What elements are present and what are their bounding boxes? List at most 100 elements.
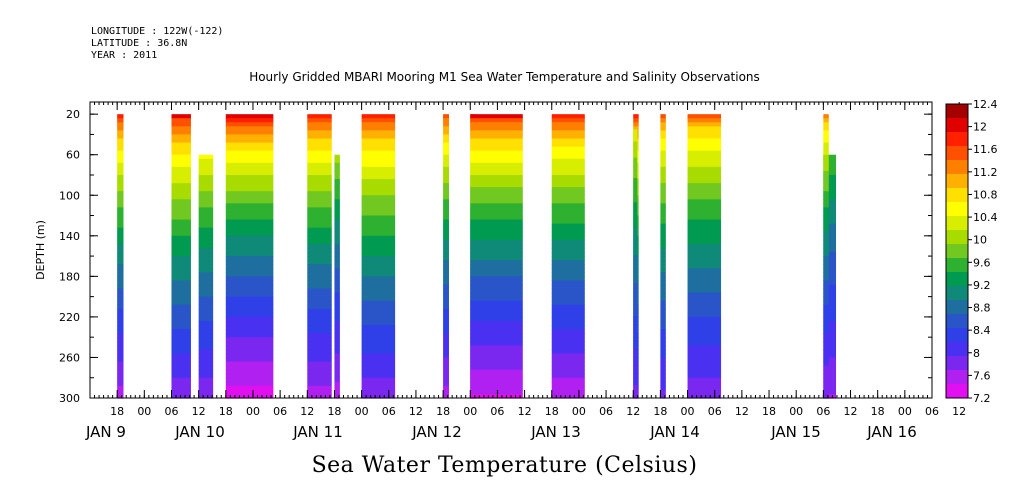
temperature-cell	[470, 252, 523, 257]
temperature-cell	[307, 162, 332, 168]
temperature-cell	[470, 280, 523, 286]
temperature-cell	[225, 284, 274, 290]
temperature-cell	[361, 264, 396, 269]
temperature-cell	[361, 288, 396, 294]
temperature-cell	[633, 263, 638, 268]
temperature-cell	[198, 377, 214, 383]
temperature-cell	[171, 337, 191, 342]
x-hour-label: 18	[110, 405, 124, 418]
temperature-cell	[470, 304, 523, 310]
temperature-cell	[443, 146, 449, 152]
temperature-cell	[823, 325, 829, 330]
temperature-cell	[633, 324, 638, 329]
temperature-cell	[633, 267, 638, 272]
temperature-cell	[660, 385, 666, 391]
temperature-cell	[823, 349, 837, 354]
temperature-cell	[470, 361, 523, 367]
temperature-cell	[823, 199, 829, 204]
data-segment	[823, 114, 829, 399]
temperature-cell	[470, 365, 523, 371]
temperature-cell	[470, 227, 523, 233]
data-segment	[443, 114, 449, 399]
temperature-cell	[198, 219, 214, 225]
temperature-cell	[470, 187, 523, 192]
temperature-cell	[687, 284, 722, 290]
temperature-cell	[823, 312, 837, 318]
temperature-cell	[198, 393, 214, 399]
temperature-cell	[551, 353, 585, 359]
temperature-cell	[117, 158, 124, 164]
temperature-cell	[443, 312, 449, 318]
temperature-cell	[307, 170, 332, 176]
temperature-cell	[660, 195, 666, 200]
temperature-cell	[225, 369, 274, 375]
temperature-cell	[823, 341, 837, 346]
temperature-cell	[117, 252, 124, 257]
temperature-cell	[443, 280, 449, 286]
temperature-cell	[551, 280, 585, 286]
temperature-cell	[361, 174, 396, 180]
y-tick-label: 180	[59, 270, 80, 283]
temperature-cell	[361, 142, 396, 148]
temperature-cell	[443, 320, 449, 326]
temperature-cell	[660, 300, 666, 306]
temperature-cell	[633, 275, 638, 280]
temperature-cell	[633, 194, 638, 199]
temperature-cell	[823, 316, 837, 322]
temperature-cell	[660, 138, 666, 144]
temperature-cell	[171, 308, 191, 314]
temperature-cell	[225, 223, 274, 229]
temperature-cell	[307, 239, 332, 245]
temperature-cell	[361, 130, 396, 136]
x-hour-label: 00	[572, 405, 586, 418]
temperature-cell	[117, 219, 124, 225]
temperature-cell	[334, 199, 340, 204]
temperature-cell	[171, 256, 191, 261]
y-tick-label: 100	[59, 189, 80, 202]
temperature-cell	[823, 280, 829, 286]
temperature-cell	[823, 357, 837, 363]
temperature-cell	[823, 223, 837, 229]
x-hour-label: 06	[816, 405, 830, 418]
temperature-cell	[660, 276, 666, 282]
temperature-cell	[307, 377, 332, 383]
temperature-cell	[117, 304, 124, 310]
temperature-cell	[334, 393, 340, 399]
temperature-cell	[198, 329, 214, 334]
temperature-cell	[334, 272, 340, 277]
temperature-cell	[171, 260, 191, 265]
temperature-cell	[117, 231, 124, 237]
temperature-cell	[307, 142, 332, 148]
colorbar-swatch	[946, 244, 968, 259]
temperature-cell	[117, 130, 124, 136]
temperature-cell	[823, 191, 837, 196]
temperature-cell	[361, 292, 396, 298]
x-hour-label: 00	[355, 405, 369, 418]
temperature-cell	[307, 215, 332, 221]
temperature-cell	[660, 377, 666, 383]
colorbar-swatch	[946, 300, 968, 315]
temperature-cell	[117, 385, 124, 391]
temperature-cell	[334, 365, 340, 371]
data-segment	[470, 114, 523, 399]
temperature-cell	[443, 179, 449, 184]
data-segment	[334, 154, 340, 399]
temperature-cell	[117, 170, 124, 176]
temperature-cell	[198, 325, 214, 330]
temperature-cell	[171, 389, 191, 395]
temperature-cell	[334, 211, 340, 217]
temperature-cell	[660, 337, 666, 342]
temperature-cell	[687, 357, 722, 363]
temperature-cell	[551, 174, 585, 180]
temperature-cell	[334, 260, 340, 265]
temperature-cell	[823, 235, 837, 241]
temperature-cell	[443, 308, 449, 314]
temperature-cell	[660, 126, 666, 131]
temperature-cell	[633, 336, 638, 341]
temperature-cell	[660, 365, 666, 371]
temperature-cell	[361, 365, 396, 371]
temperature-cell	[660, 357, 666, 363]
temperature-cell	[225, 312, 274, 318]
temperature-cell	[171, 296, 191, 302]
temperature-cell	[361, 308, 396, 314]
